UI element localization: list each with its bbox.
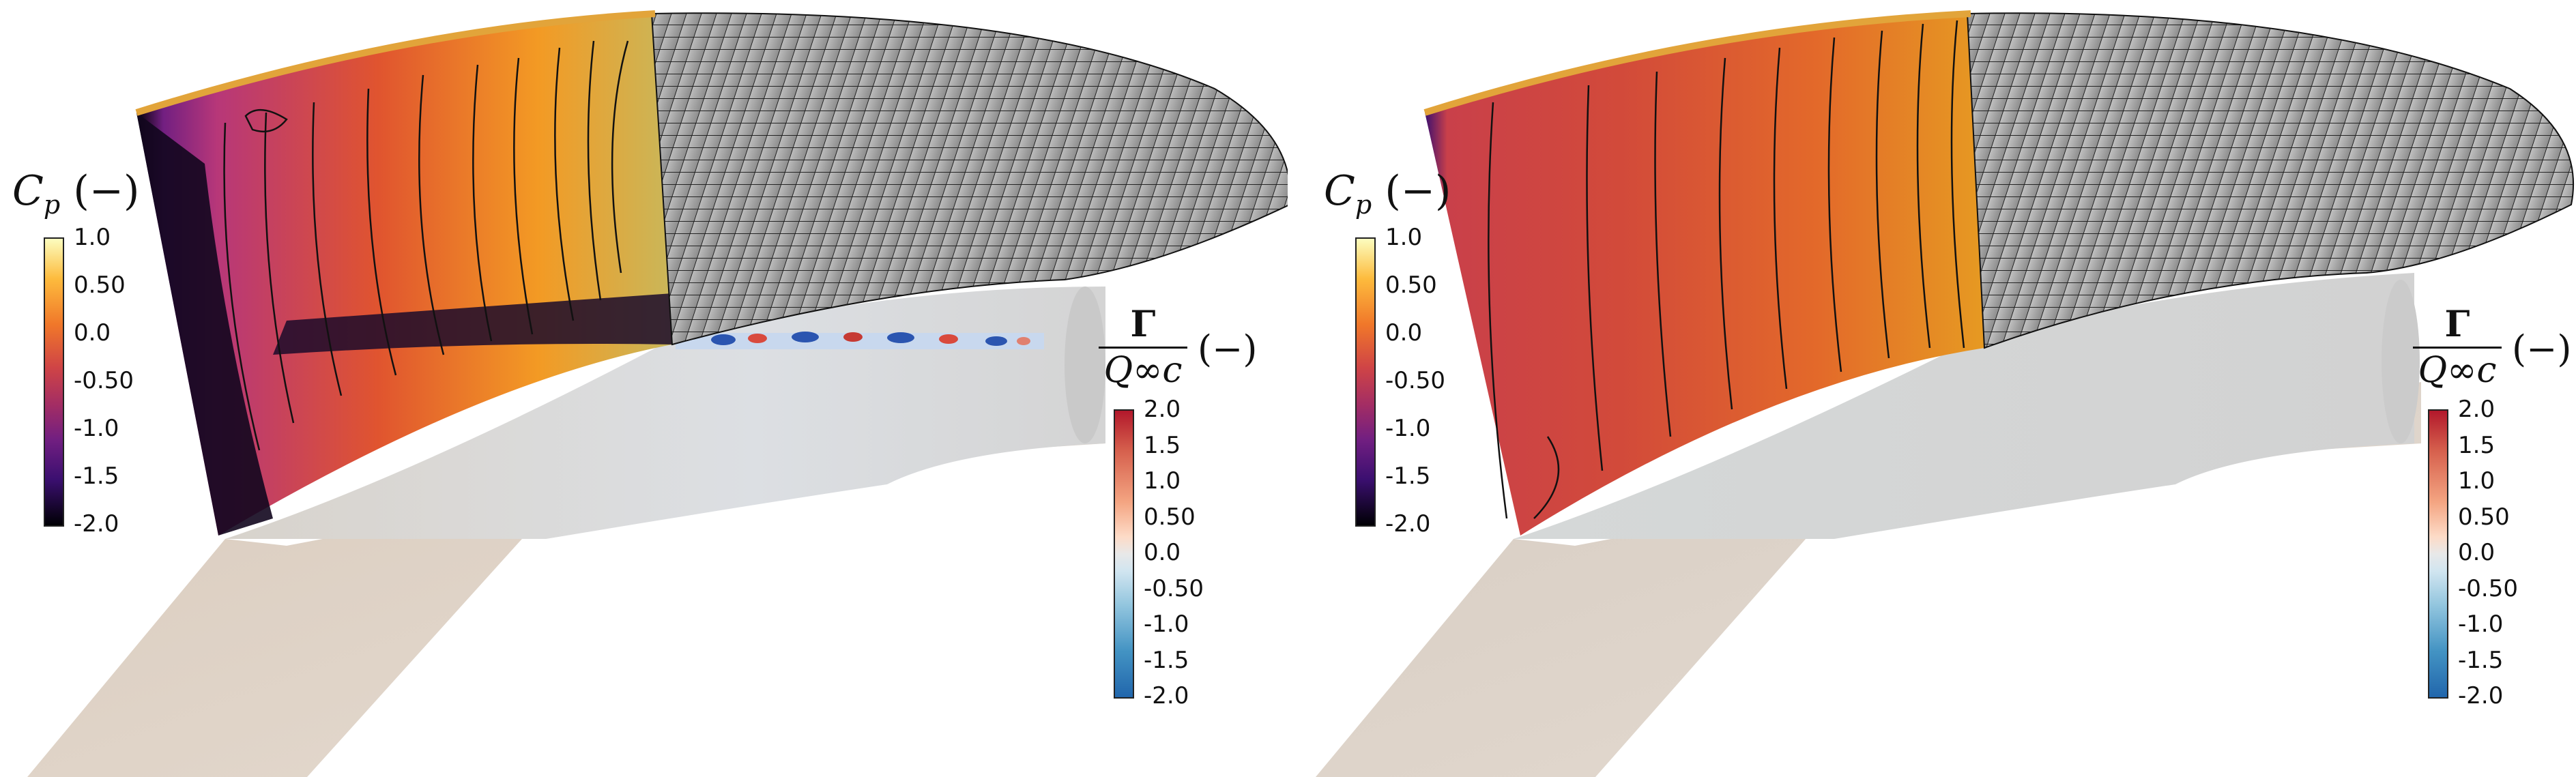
gamma-tick: -1.0 [2458,611,2504,638]
wake-surface [225,287,1105,539]
cp-colorbar-gradient [44,237,64,527]
gamma-tick: -1.5 [2458,647,2504,674]
gamma-tick: 2.0 [2458,396,2495,423]
gamma-tick: 0.0 [1144,539,1181,566]
cp-tick: -1.0 [1385,415,1431,442]
gamma-tick: -2.0 [2458,682,2504,709]
cp-contours [1488,20,1965,519]
wake-edge [1065,287,1105,443]
gamma-tick: -0.50 [2458,575,2518,602]
cp-tick: 1.0 [74,224,111,251]
gamma-tick: 2.0 [1144,396,1181,423]
gamma-colorbar-gradient [1114,409,1134,699]
cp-tick: -2.0 [1385,510,1431,538]
cp-colorbar-title: Cp (−) [1324,167,1451,220]
gamma-tick: 0.0 [2458,539,2495,566]
gamma-tick: -1.5 [1144,647,1189,674]
cp-tick: -0.50 [74,367,134,394]
cp-tick: -2.0 [74,510,119,538]
cp-tick: 0.0 [74,319,111,347]
cp-colorbar-gradient [1355,237,1376,527]
wing-lower-surface [27,382,1105,777]
gamma-tick: -2.0 [1144,682,1189,709]
cp-colorbar-title: Cp (−) [12,167,140,220]
cp-tick: 0.0 [1385,319,1423,347]
cp-tick: 0.50 [74,272,126,299]
gamma-tick: -1.0 [1144,611,1189,638]
wing-lower-surface [1316,382,2421,777]
cp-tick: -1.5 [74,463,119,490]
blade-cp-surface [136,14,672,536]
gamma-tick: 0.50 [1144,503,1196,531]
wake-edge [2382,280,2420,443]
rotor-visualization-right [1316,10,2575,777]
wake-surface [1514,273,2414,539]
cp-tick: 0.50 [1385,272,1437,299]
gamma-tick: 1.0 [2458,467,2495,495]
gamma-tick: 0.50 [2458,503,2510,531]
right-panel: Cp (−) 1.0 0.50 0.0 -0.50 -1.0 -1.5 -2.0… [1288,0,2576,777]
cp-tick: -0.50 [1385,367,1445,394]
cp-contours [223,40,629,451]
blade-mesh-surface [650,12,1288,346]
rotor-visualization-left [27,10,1288,777]
blade-cp-surface [1425,14,1984,536]
cp-tick: -1.0 [74,415,119,442]
gamma-colorbar-gradient [2428,409,2448,699]
left-panel: Cp (−) 1.0 0.50 0.0 -0.50 -1.0 -1.5 -2.0… [12,10,1288,777]
gamma-tick: 1.0 [1144,467,1181,495]
gamma-tick: 1.5 [2458,432,2495,459]
blade-mesh-surface [1966,12,2575,349]
gamma-tick: -0.50 [1144,575,1204,602]
gamma-tick: 1.5 [1144,432,1181,459]
cp-tick: -1.5 [1385,463,1431,490]
vortex-strip [676,332,1044,349]
cp-tick: 1.0 [1385,224,1423,251]
